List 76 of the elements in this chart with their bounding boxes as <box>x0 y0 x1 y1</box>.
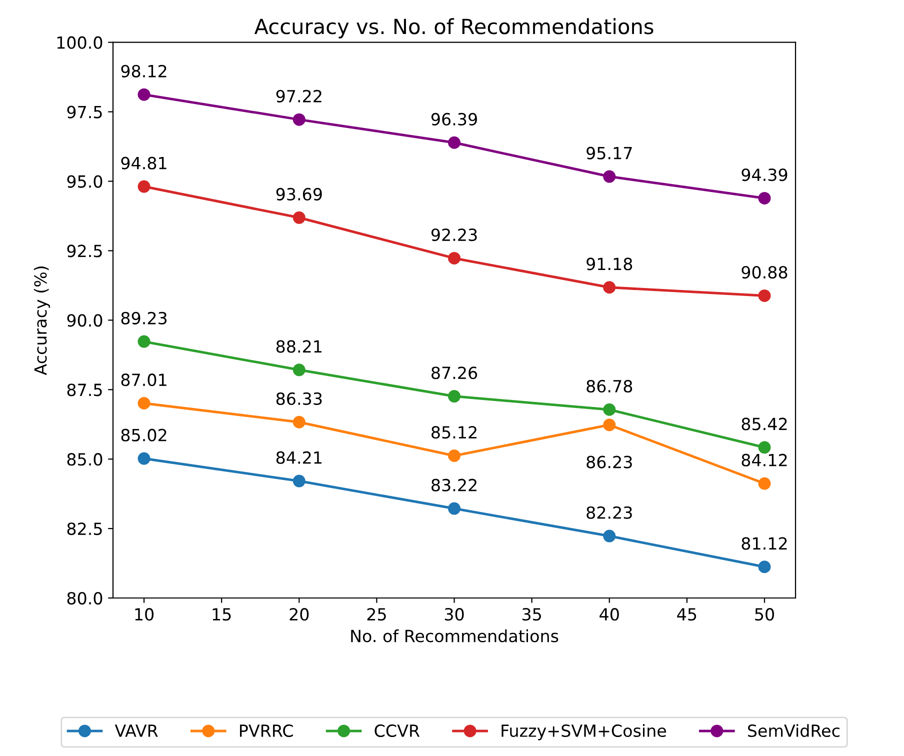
legend-label: CCVR <box>374 724 420 738</box>
y-tick-label: 82.5 <box>67 522 102 536</box>
point <box>448 502 461 515</box>
data-label: 97.22 <box>276 90 322 102</box>
data-label: 82.23 <box>586 506 632 519</box>
point <box>758 289 771 302</box>
y-tick-label: 97.5 <box>67 106 102 118</box>
x-tick-label: 25 <box>367 608 386 621</box>
data-label: 87.01 <box>121 374 166 386</box>
point <box>603 281 616 294</box>
data-label: 94.81 <box>121 156 166 170</box>
data-label: 94.39 <box>742 168 788 182</box>
data-label: 90.88 <box>742 266 788 279</box>
data-label: 84.12 <box>742 454 787 466</box>
x-tick-label: 30 <box>444 608 464 621</box>
y-tick-label: 92.5 <box>67 244 102 258</box>
data-label: 85.12 <box>432 426 476 439</box>
x-axis-title: No. of Recommendations <box>351 629 558 642</box>
y-axis-title: Accuracy (%) <box>34 266 50 376</box>
point <box>758 477 771 490</box>
point <box>292 416 306 428</box>
point <box>292 474 306 488</box>
legend-label: SemVidRec <box>748 724 840 738</box>
y-tick-label: 90.0 <box>67 314 102 327</box>
point <box>292 364 306 376</box>
point <box>758 560 771 574</box>
point <box>138 396 150 410</box>
point <box>138 335 150 348</box>
point <box>138 452 150 465</box>
point <box>138 88 150 101</box>
data-label: 96.39 <box>431 112 477 126</box>
data-label: 81.12 <box>742 537 787 550</box>
y-tick-label: 87.5 <box>67 384 102 396</box>
legend-label: VAVR <box>114 724 158 737</box>
data-label: 86.33 <box>276 392 322 406</box>
data-label: 91.18 <box>586 258 632 270</box>
point <box>292 113 306 126</box>
chart-title: Accuracy vs. No. of Recommendations <box>254 18 654 38</box>
data-label: 85.42 <box>742 418 787 430</box>
data-label: 98.12 <box>121 64 166 78</box>
point <box>138 180 150 193</box>
y-tick-label: 100.0 <box>57 36 102 49</box>
x-tick-label: 45 <box>677 608 696 621</box>
point <box>448 136 461 149</box>
legend-label: PVRRC <box>240 724 293 738</box>
x-tick-label: 10 <box>135 608 154 621</box>
data-label: 87.26 <box>432 366 478 380</box>
data-label: 86.23 <box>586 456 632 468</box>
data-label: 92.23 <box>431 228 477 242</box>
x-tick-label: 40 <box>600 608 619 621</box>
point <box>603 170 616 183</box>
data-label: 89.23 <box>121 312 167 324</box>
point <box>448 449 461 462</box>
x-tick-label: 35 <box>522 608 541 621</box>
data-label: 93.69 <box>276 188 322 201</box>
x-tick-label: 20 <box>290 608 309 621</box>
y-tick-label: 85.0 <box>67 453 102 466</box>
data-label: 84.21 <box>276 451 322 464</box>
data-label: 83.22 <box>432 478 476 492</box>
point <box>758 441 771 454</box>
point <box>448 252 461 264</box>
point <box>603 530 616 542</box>
x-tick-label: 50 <box>755 608 774 621</box>
data-label: 88.21 <box>276 340 322 353</box>
point <box>448 390 461 403</box>
point <box>603 403 616 416</box>
y-tick-label: 80.0 <box>67 592 102 605</box>
legend-label: Fuzzy+SVM+Cosine <box>502 724 666 740</box>
y-tick-label: 95.0 <box>67 175 102 188</box>
x-tick-label: 15 <box>212 608 231 621</box>
data-label: 86.78 <box>586 380 632 393</box>
data-label: 85.02 <box>121 428 166 442</box>
data-label: 95.17 <box>586 146 632 160</box>
point <box>292 211 306 224</box>
point <box>758 192 771 204</box>
point <box>603 418 616 432</box>
